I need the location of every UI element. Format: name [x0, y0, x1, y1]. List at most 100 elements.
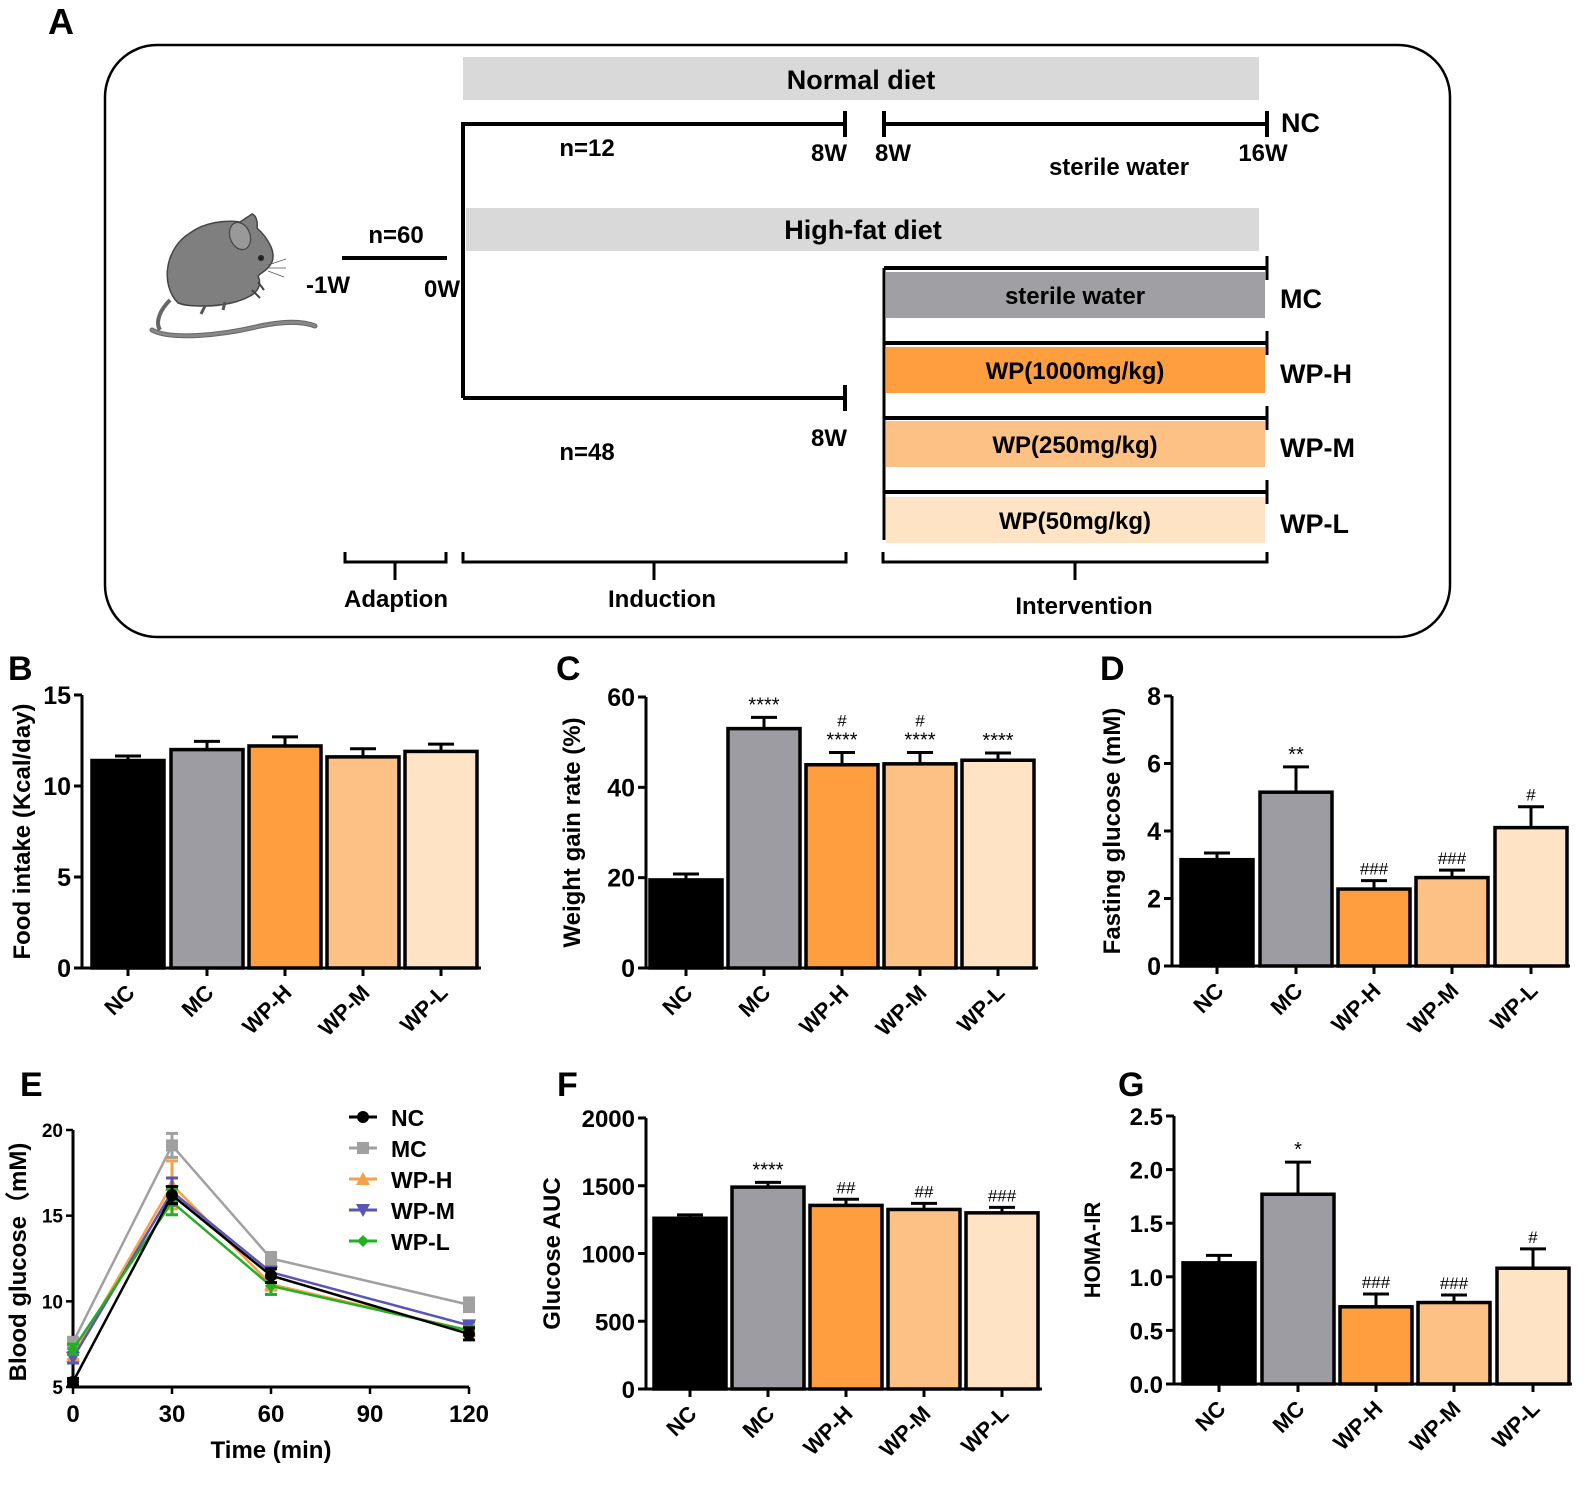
normal-diet-bar	[463, 57, 1259, 100]
week-8-hfd-label: 8W	[811, 425, 847, 452]
legend: NC MC WP-H WP-M WP-L	[349, 1105, 455, 1255]
y-tick-label: 1500	[582, 1174, 635, 1201]
x-tick-label: WP-H	[798, 1401, 857, 1460]
legend-label: WP-M	[391, 1198, 455, 1224]
week-8-normal-label: 8W	[811, 140, 847, 167]
x-tick-label: WP-L	[956, 1401, 1013, 1458]
panel-g-homa-ir: G 0.0 0.5 1.0 1.5 2.0 2.5 HOMA-IR NC MC * WP-H ### WP…	[1080, 1066, 1572, 1457]
bar-nc	[90, 758, 166, 970]
n-total-label: n=60	[368, 222, 423, 249]
y-tick-label: 40	[607, 774, 635, 802]
bar-nc	[652, 1216, 728, 1391]
x-tick-label: 60	[258, 1401, 285, 1428]
x-tick-label: WP-H	[237, 980, 296, 1039]
y-axis-label: HOMA-IR	[1080, 1202, 1105, 1299]
bar-mc	[169, 747, 245, 970]
y-tick-label: 500	[595, 1309, 635, 1336]
bar-mc	[730, 1185, 806, 1391]
n-hfd-label: n=48	[559, 439, 614, 466]
legend-label: WP-L	[391, 1229, 450, 1255]
x-tick-label: WP-M	[1403, 978, 1464, 1039]
intervention-label: WP(250mg/kg)	[992, 432, 1157, 459]
y-tick-label: 8	[1147, 683, 1161, 711]
intervention-bar	[886, 347, 1265, 393]
y-tick-label: 2.0	[1130, 1158, 1163, 1185]
y-tick-label: 5	[57, 864, 71, 892]
x-tick-label: 90	[357, 1401, 384, 1428]
nc-treatment-label: sterile water	[1049, 154, 1189, 181]
significance-annotation: #	[837, 712, 847, 731]
y-tick-label: 60	[607, 684, 635, 712]
significance-annotation: #	[915, 712, 925, 731]
y-tick-label: 6	[1147, 751, 1161, 779]
y-axis-label: Blood glucose（mM)	[5, 1143, 32, 1382]
series-line	[71, 1200, 470, 1351]
significance-annotation: ###	[1438, 849, 1467, 868]
x-tick-label: NC	[1190, 1396, 1230, 1436]
intervention-groups: sterile water MC WP(1000mg/kg) WP-H WP(250mg…	[882, 256, 1355, 543]
phase-brackets	[343, 552, 1269, 580]
study-design-frame	[103, 43, 1452, 639]
bar-wp-m	[1414, 875, 1490, 968]
phase-adaption-label: Adaption	[344, 586, 448, 613]
bar-nc	[1181, 1261, 1257, 1386]
data-point	[463, 1327, 475, 1340]
x-tick-label: NC	[657, 980, 697, 1020]
significance-annotation: ****	[982, 730, 1013, 752]
x-tick-label: WP-M	[314, 980, 375, 1041]
panel-d-fasting-glucose: D 0 2 4 6 8 Fasting glucose (mM) NC MC ** WP-H ### W…	[1099, 650, 1570, 1039]
data-point	[265, 1269, 277, 1282]
y-axis-label: Glucose AUC	[539, 1177, 566, 1329]
panel-letter-g: G	[1118, 1066, 1144, 1104]
bar-wp-l	[403, 749, 479, 970]
significance-annotation: #	[1526, 786, 1536, 805]
panel-letter-e: E	[20, 1066, 43, 1104]
intervention-row: WP(50mg/kg) WP-L	[884, 480, 1349, 543]
x-tick-label: WP-L	[1485, 978, 1542, 1035]
significance-annotation: ****	[904, 730, 935, 752]
intervention-row: WP(250mg/kg) WP-M	[884, 406, 1355, 467]
bar-wp-l	[1493, 825, 1569, 968]
bar-wp-l	[964, 1211, 1040, 1391]
legend-marker	[356, 1204, 370, 1217]
significance-annotation: ****	[752, 1159, 783, 1181]
x-tick-label: MC	[738, 1401, 780, 1443]
y-tick-label: 0.5	[1130, 1318, 1163, 1345]
bar-wp-l	[960, 758, 1036, 970]
panel-f-glucose-auc: F 0 500 1000 1500 2000 Glucose AUC NC MC **** WP-H…	[539, 1066, 1042, 1462]
bar-wp-m	[882, 762, 958, 970]
significance-annotation: #	[1528, 1228, 1538, 1247]
high-fat-diet-bar	[466, 208, 1259, 251]
intervention-bar	[886, 497, 1265, 543]
data-point	[67, 1375, 79, 1388]
panel-e-glucose-tolerance: E 5 10 15 20 0 30 60 90 120 Time (min) Blood glucos…	[5, 1066, 489, 1464]
y-tick-label: 2000	[582, 1106, 635, 1133]
high-fat-diet-label: High-fat diet	[784, 215, 941, 245]
intervention-group-label: MC	[1280, 284, 1322, 314]
bar-nc	[648, 878, 724, 970]
y-axis-label: Food intake (Kcal/day)	[9, 703, 36, 959]
x-tick-label: 120	[449, 1401, 489, 1428]
intervention-group-label: WP-H	[1280, 359, 1352, 389]
phase-intervention-label: Intervention	[1015, 593, 1152, 620]
x-tick-label: NC	[661, 1401, 701, 1441]
legend-marker	[357, 1142, 369, 1154]
x-tick-label: WP-M	[875, 1401, 936, 1462]
intervention-label: WP(1000mg/kg)	[986, 358, 1165, 385]
x-tick-label: WP-H	[1328, 1396, 1387, 1455]
y-tick-label: 0.0	[1130, 1372, 1163, 1399]
y-tick-label: 1.0	[1130, 1265, 1163, 1292]
n-normal-label: n=12	[559, 135, 614, 162]
x-tick-label: 0	[66, 1401, 79, 1428]
x-tick-label: MC	[1266, 978, 1308, 1020]
bar-mc	[726, 726, 802, 970]
y-tick-label: 10	[42, 1292, 63, 1313]
legend-item: WP-M	[349, 1198, 455, 1224]
legend-label: MC	[391, 1136, 427, 1162]
intervention-label: WP(50mg/kg)	[999, 508, 1151, 535]
normal-diet-label: Normal diet	[787, 65, 936, 95]
significance-annotation: **	[1288, 744, 1304, 766]
significance-annotation: ****	[748, 694, 779, 716]
bar-mc	[1260, 1192, 1336, 1386]
